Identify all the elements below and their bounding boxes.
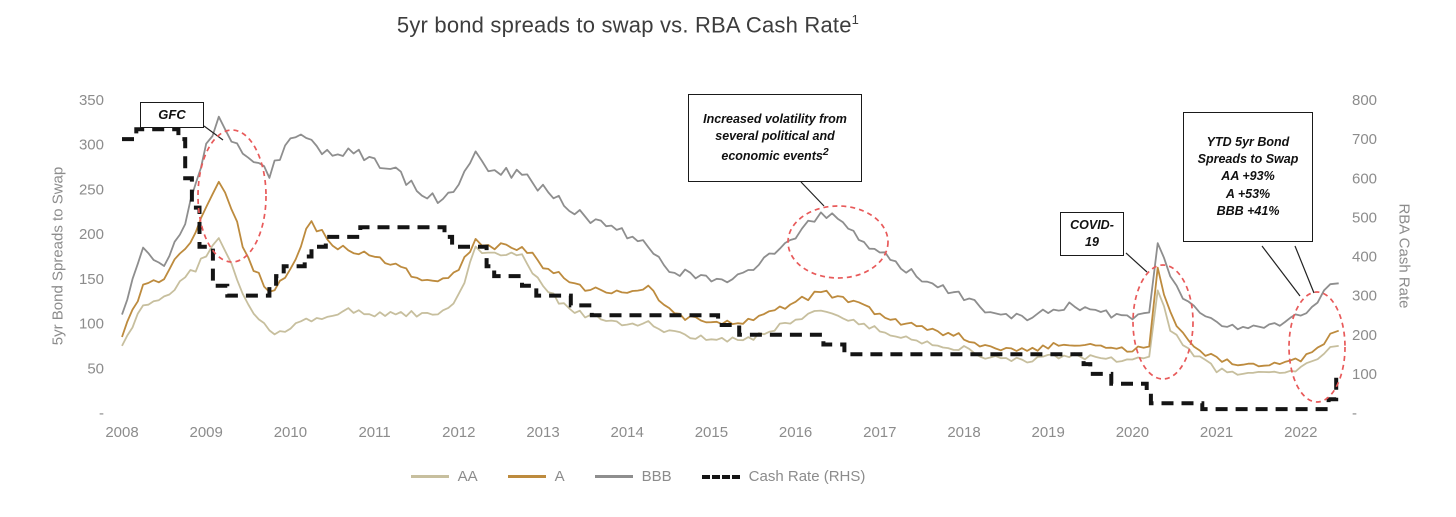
volatility-pointer-line — [800, 181, 825, 207]
volatility-callout-footnote: 2 — [822, 146, 829, 158]
chart-title-footnote: 1 — [851, 12, 860, 27]
legend-label-a: A — [554, 468, 565, 485]
x-axis-tick-label: 2009 — [190, 424, 223, 441]
right-axis-tick-label: 100 — [1352, 366, 1377, 383]
right-axis-tick-label: 600 — [1352, 170, 1377, 187]
x-axis-tick-label: 2010 — [274, 424, 307, 441]
right-axis-tick-label: 200 — [1352, 327, 1377, 344]
chart-generated-layer: 350 300 250 200 150 100 50 - 800 700 600 500 400 300 2… — [79, 92, 1377, 441]
chart-title-text: 5yr bond spreads to swap vs. RBA Cash Ra… — [396, 12, 852, 38]
series-line-a — [121, 180, 1340, 368]
a-line-swatch — [507, 475, 546, 478]
volatility-highlight-ellipse — [787, 205, 889, 279]
legend-label-bbb: BBB — [641, 468, 672, 485]
ytd-callout-line-bbb: BBB +41% — [1216, 203, 1280, 218]
x-axis-tick-label: 2012 — [442, 424, 475, 441]
right-axis-tick-label: 700 — [1352, 131, 1377, 148]
right-axis-tick-label: - — [1352, 405, 1357, 422]
right-axis-title: RBA Cash Rate — [1395, 203, 1413, 309]
volatility-callout-text: Increased volatility from several politi… — [703, 112, 847, 163]
left-axis-tick-label: 300 — [79, 137, 104, 154]
legend-item-cash-rate: Cash Rate (RHS) — [701, 468, 866, 485]
left-axis-tick-label: 150 — [79, 271, 104, 288]
legend-item-bbb: BBB — [594, 468, 672, 485]
right-axis-tick-label: 500 — [1352, 209, 1377, 226]
right-axis-tick-label: 400 — [1352, 249, 1377, 266]
ytd-callout-title: YTD 5yr Bond Spreads to Swap — [1197, 134, 1299, 167]
cash-rate-line-swatch — [701, 474, 740, 479]
left-axis-tick-label: 100 — [79, 316, 104, 333]
gfc-callout-text: GFC — [158, 107, 186, 123]
ytd-callout-line-aa: AA +93% — [1221, 169, 1275, 184]
left-axis-tick-label: 200 — [79, 226, 104, 243]
right-axis-tick-label: 300 — [1352, 288, 1377, 305]
left-axis-tick-label: 250 — [79, 181, 104, 198]
left-axis-tick-label: 50 — [87, 360, 104, 377]
series-line-aa — [121, 237, 1339, 376]
covid-callout: COVID-19 — [1060, 212, 1124, 256]
covid-highlight-ellipse — [1132, 264, 1194, 380]
chart-annotation-layer — [197, 125, 1346, 403]
series-line-cash-rate — [122, 127, 1343, 412]
gfc-callout: GFC — [140, 102, 204, 128]
ytd-callout: YTD 5yr Bond Spreads to Swap AA +93% A +… — [1183, 112, 1313, 242]
x-axis-tick-label: 2022 — [1284, 424, 1317, 441]
legend-item-aa: AA — [410, 468, 478, 485]
series-line-bbb — [121, 115, 1339, 331]
gfc-highlight-ellipse — [197, 129, 267, 263]
gfc-pointer-line — [203, 125, 224, 141]
ytd-pointer-line-1 — [1261, 245, 1301, 297]
x-axis-tick-label: 2016 — [779, 424, 812, 441]
legend-item-a: A — [507, 468, 565, 485]
x-axis-tick-label: 2021 — [1200, 424, 1233, 441]
ytd-pointer-line-2 — [1294, 245, 1315, 294]
chart-title: 5yr bond spreads to swap vs. RBA Cash Ra… — [0, 12, 1256, 38]
volatility-callout: Increased volatility from several politi… — [688, 94, 862, 182]
legend-label-cash-rate: Cash Rate (RHS) — [748, 468, 866, 485]
aa-line-swatch — [410, 475, 449, 478]
x-axis-tick-label: 2008 — [105, 424, 138, 441]
x-axis-tick-label: 2020 — [1116, 424, 1149, 441]
covid-pointer-line — [1125, 252, 1148, 273]
ytd-highlight-ellipse — [1288, 291, 1346, 403]
left-axis-tick-label: - — [99, 405, 104, 422]
left-axis-tick-label: 350 — [79, 92, 104, 109]
bbb-line-swatch — [594, 475, 633, 478]
left-axis-title: 5yr Bond Spreads to Swap — [49, 166, 67, 346]
chart-legend: AA A BBB Cash Rate (RHS) — [0, 468, 1276, 485]
x-axis-tick-label: 2018 — [947, 424, 980, 441]
x-axis-tick-label: 2017 — [863, 424, 896, 441]
x-axis-tick-label: 2011 — [358, 424, 390, 441]
legend-label-aa: AA — [457, 468, 478, 485]
right-axis-tick-label: 800 — [1352, 92, 1377, 109]
covid-callout-text: COVID-19 — [1070, 217, 1114, 249]
x-axis-tick-label: 2014 — [611, 424, 644, 441]
ytd-callout-line-a: A +53% — [1225, 186, 1271, 201]
x-axis-tick-label: 2019 — [1032, 424, 1065, 441]
x-axis-tick-label: 2015 — [695, 424, 728, 441]
x-axis-tick-label: 2013 — [526, 424, 559, 441]
